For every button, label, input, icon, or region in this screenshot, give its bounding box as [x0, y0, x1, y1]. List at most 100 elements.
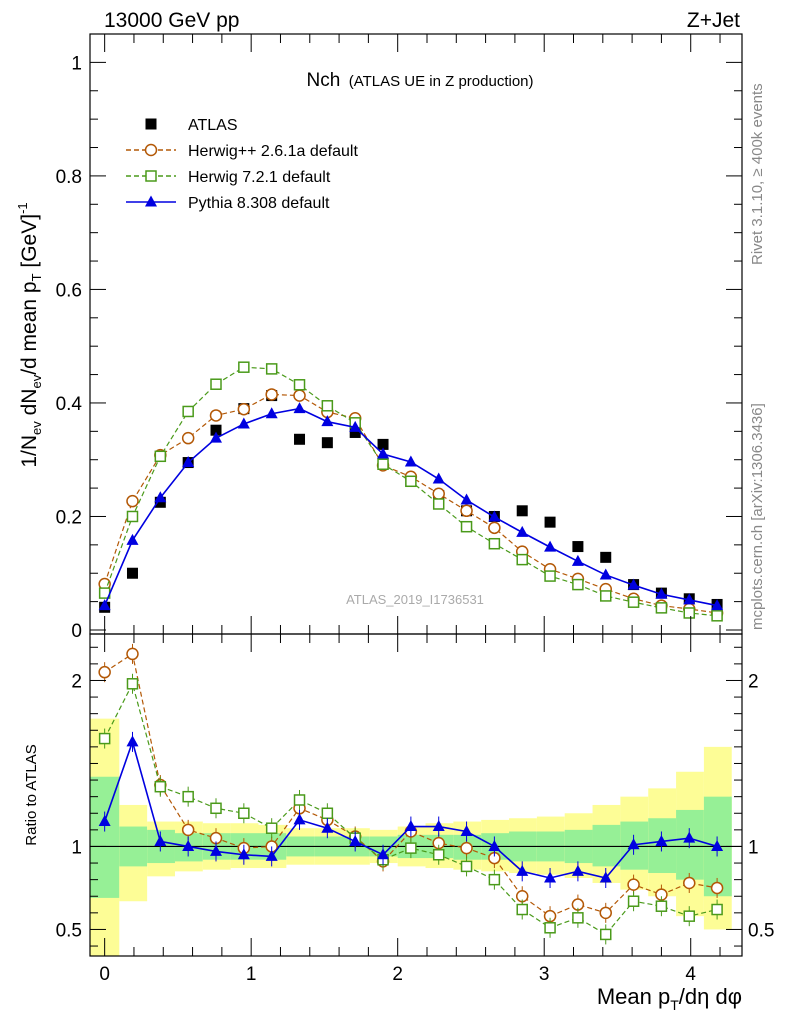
ratio-y-tick-label: 2 [71, 671, 82, 692]
ratio-point [210, 802, 222, 815]
ratio-point [683, 831, 696, 843]
ratio-point [432, 849, 445, 861]
data-point [599, 590, 612, 602]
legend-label: Herwig++ 2.6.1a default [188, 143, 358, 160]
ratio-point [711, 903, 723, 916]
data-point [377, 447, 390, 459]
ratio-point [237, 848, 250, 860]
data-point [432, 472, 445, 484]
data-point [238, 361, 250, 373]
plot-title-main: Nch [306, 70, 340, 91]
y-label-part: -1 [15, 202, 30, 214]
legend-label: Pythia 8.308 default [188, 195, 330, 212]
ratio-point [599, 871, 612, 883]
ratio-point [544, 871, 557, 883]
legend-marker [145, 170, 157, 182]
ratio-point [516, 864, 529, 876]
main-y-tick-label: 1 [71, 53, 82, 74]
ratio-point [627, 838, 640, 850]
data-point [265, 388, 278, 401]
ratio-point [293, 813, 306, 825]
ratio-point [571, 864, 584, 876]
y-label-part: 1/N [18, 435, 41, 468]
ratio-point [460, 841, 473, 855]
data-point [349, 420, 362, 432]
x-label-part: /dη dφ [679, 984, 742, 1009]
ratio-point [182, 790, 194, 803]
data-point [405, 475, 417, 488]
analysis-watermark: ATLAS_2019_I1736531 [346, 592, 484, 607]
data-point [126, 567, 138, 579]
legend-marker [145, 118, 157, 130]
data-point [571, 554, 584, 566]
data-point [321, 415, 334, 427]
data-point [600, 551, 612, 563]
ratio-y-tick-label-right: 0.5 [748, 920, 774, 941]
ratio-point [126, 647, 139, 661]
main-y-axis-label: 1/Nev dNev/d mean pT [GeV]-1 [15, 202, 44, 467]
green-band-bin [592, 824, 621, 867]
data-point [488, 537, 501, 550]
data-point [182, 405, 194, 418]
data-point [544, 570, 556, 582]
ratio-point [599, 928, 612, 941]
main-y-tick-label: 0 [71, 621, 82, 642]
series-line [103, 407, 718, 607]
data-point [460, 504, 473, 518]
legend-label: Herwig 7.2.1 default [188, 169, 331, 186]
data-point [210, 431, 223, 443]
ratio-point [238, 807, 250, 820]
data-point [126, 494, 139, 508]
ratio-point [655, 900, 668, 912]
data-point [711, 610, 723, 622]
y-label-part: T [29, 273, 44, 281]
data-point [321, 400, 334, 412]
data-point [294, 433, 306, 445]
data-point [627, 596, 640, 608]
axes-ticks: 00.20.40.60.810 1 2 3 40.5 0.51 12 21/Nev dNev/… [15, 34, 774, 1013]
main-plot-title: Nch (ATLAS UE in Z production) [306, 70, 533, 91]
data-point [377, 458, 389, 471]
data-point [182, 456, 195, 468]
main-y-tick-label: 0.4 [56, 394, 83, 415]
data-point [544, 540, 557, 552]
ratio-point [488, 839, 501, 851]
ratio-point [98, 732, 111, 745]
ratio-point [599, 906, 612, 920]
energy-label: 13000 GeV pp [104, 9, 239, 32]
ratio-point [154, 834, 167, 846]
data-point [711, 599, 724, 611]
ratio-y-axis-label: Ratio to ATLAS [23, 744, 40, 845]
data-point [544, 516, 556, 528]
ratio-point [460, 860, 473, 873]
ratio-y-tick-label: 0.5 [56, 920, 82, 941]
ratio-point [98, 815, 111, 827]
data-point [181, 431, 195, 445]
data-point [237, 417, 250, 429]
data-point [488, 510, 501, 522]
data-point [210, 424, 222, 436]
data-point [432, 498, 445, 510]
ratio-y-tick-label-right: 2 [748, 671, 759, 692]
data-point [293, 379, 306, 391]
series-pythia-8-308-default [98, 402, 724, 611]
data-point [154, 496, 166, 508]
main-plot-series [98, 361, 724, 622]
ratio-x-tick-label: 2 [392, 964, 403, 985]
ratio-point [683, 910, 696, 922]
ratio-point [349, 834, 362, 846]
data-point [655, 587, 668, 599]
plot-title-sub: (ATLAS UE in Z production) [349, 73, 534, 90]
data-point [516, 525, 529, 537]
ratio-point [321, 807, 334, 820]
data-point [321, 437, 333, 449]
series-herwig-7-2-1-default [98, 361, 723, 622]
main-y-tick-label: 0.2 [56, 507, 82, 528]
ratio-point [460, 825, 473, 837]
data-point [516, 505, 528, 517]
data-point [655, 602, 668, 614]
mcplots-label: mcplots.cern.ch [arXiv:1306.3436] [749, 403, 766, 630]
ratio-point [432, 820, 445, 832]
ratio-plot-series [98, 643, 724, 945]
ratio-point [126, 678, 139, 690]
